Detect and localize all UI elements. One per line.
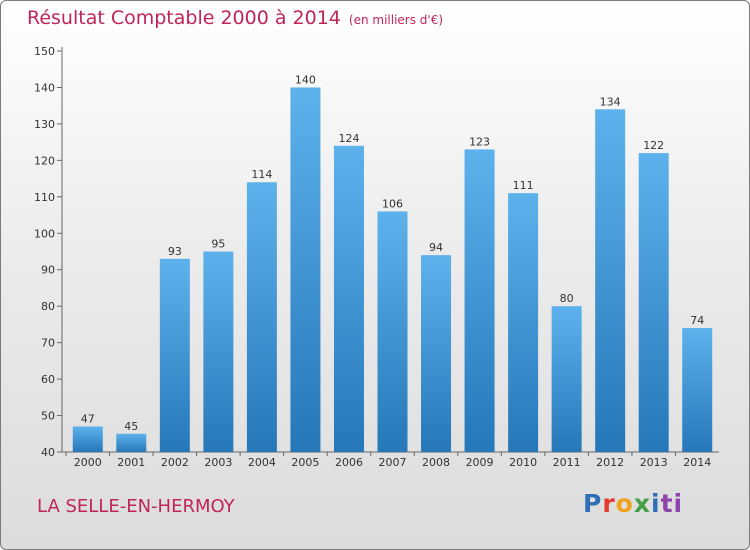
chart-title-text: Résultat Comptable 2000 à 2014 (27, 7, 341, 29)
y-tick-label: 70 (41, 337, 55, 350)
bar-value-label: 122 (643, 139, 664, 152)
bar-value-label: 140 (295, 73, 316, 86)
bar-value-label: 45 (124, 420, 138, 433)
y-tick-label: 120 (34, 154, 55, 167)
bar-value-label: 134 (600, 95, 621, 108)
logo-letter: o (615, 489, 634, 518)
bar-value-label: 80 (560, 292, 574, 305)
bar-value-label: 111 (513, 179, 534, 192)
y-tick-label: 60 (41, 373, 55, 386)
logo-letter: ti (660, 489, 684, 518)
x-tick-label: 2000 (74, 456, 102, 469)
chart-title: Résultat Comptable 2000 à 2014 (en millie… (27, 7, 443, 29)
x-tick-label: 2014 (683, 456, 711, 469)
y-tick-label: 140 (34, 81, 55, 94)
y-tick-label: 110 (34, 191, 55, 204)
y-tick-label: 80 (41, 300, 55, 313)
bar-value-label: 114 (251, 168, 272, 181)
bar (595, 109, 626, 452)
x-tick-label: 2007 (379, 456, 407, 469)
bar (159, 258, 190, 452)
x-tick-label: 2004 (248, 456, 276, 469)
bar-value-label: 106 (382, 197, 403, 210)
bar (116, 433, 147, 452)
bar (72, 426, 103, 452)
bar (682, 328, 713, 452)
bar (290, 87, 321, 453)
x-tick-label: 2013 (640, 456, 668, 469)
x-tick-label: 2002 (161, 456, 189, 469)
bar (464, 149, 495, 452)
chart-bars (72, 87, 713, 453)
bar-value-label: 124 (338, 132, 359, 145)
x-tick-label: 2005 (291, 456, 319, 469)
x-tick-label: 2001 (117, 456, 145, 469)
x-tick-label: 2011 (553, 456, 581, 469)
bar (421, 255, 452, 452)
x-tick-label: 2010 (509, 456, 537, 469)
y-tick-label: 100 (34, 227, 55, 240)
y-tick-label: 40 (41, 446, 55, 459)
x-tick-label: 2003 (204, 456, 232, 469)
y-tick-label: 90 (41, 264, 55, 277)
bar (551, 306, 582, 452)
bar-value-label: 123 (469, 135, 490, 148)
bar (203, 251, 234, 452)
bar-value-label: 47 (81, 412, 95, 425)
logo-letter: i (651, 489, 661, 518)
bar-value-label: 93 (168, 245, 182, 258)
y-tick-label: 150 (34, 45, 55, 58)
y-tick-label: 50 (41, 410, 55, 423)
y-tick-label: 130 (34, 118, 55, 131)
bar (508, 193, 539, 452)
proxiti-logo: Proxiti (583, 489, 683, 518)
bar (246, 182, 277, 452)
x-tick-label: 2009 (466, 456, 494, 469)
bar (333, 145, 364, 453)
bar-value-label: 94 (429, 241, 443, 254)
logo-letter: r (602, 489, 616, 518)
logo-letter: P (583, 489, 603, 518)
x-tick-label: 2006 (335, 456, 363, 469)
chart-data-labels: 47 45 93 95 114 140 124 106 94 123 111 80 134 122 74 (81, 73, 704, 432)
bar (377, 211, 408, 452)
x-tick-label: 2008 (422, 456, 450, 469)
bar-value-label: 95 (211, 238, 225, 251)
bar (638, 153, 669, 452)
x-tick-label: 2012 (596, 456, 624, 469)
town-name: LA SELLE-EN-HERMOY (37, 496, 235, 517)
bar-value-label: 74 (690, 314, 704, 327)
chart-unit-label: (en milliers d'€) (348, 13, 444, 27)
logo-letter: x (633, 489, 651, 518)
